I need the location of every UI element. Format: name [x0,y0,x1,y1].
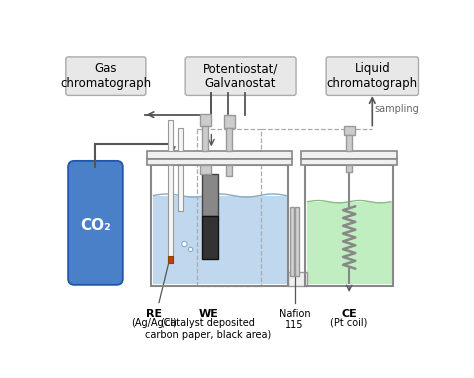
Text: RE: RE [146,309,163,319]
Text: CO₂: CO₂ [80,218,111,232]
Polygon shape [288,272,307,286]
Polygon shape [168,256,173,263]
Polygon shape [168,120,173,151]
Polygon shape [344,126,355,135]
Circle shape [182,241,187,247]
Text: Gas
chromatograph: Gas chromatograph [60,62,151,90]
Text: WE: WE [198,309,218,319]
Text: sampling: sampling [374,104,419,114]
Polygon shape [147,158,292,165]
Circle shape [188,247,193,252]
Polygon shape [301,151,397,158]
Polygon shape [178,128,183,151]
FancyBboxPatch shape [68,161,123,285]
FancyBboxPatch shape [326,57,419,95]
Polygon shape [290,207,294,276]
Polygon shape [346,165,352,172]
Polygon shape [295,207,299,276]
Polygon shape [301,158,397,165]
Polygon shape [200,165,210,174]
Polygon shape [226,165,232,176]
FancyBboxPatch shape [66,57,146,95]
Polygon shape [168,165,173,263]
Text: (catalyst deposited
carbon paper, black area): (catalyst deposited carbon paper, black … [145,318,272,339]
Polygon shape [147,151,292,158]
Polygon shape [226,128,232,151]
Text: Liquid
chromatograph: Liquid chromatograph [327,62,418,90]
Polygon shape [153,195,287,284]
Polygon shape [200,114,210,126]
Text: CE: CE [341,309,357,319]
Polygon shape [202,216,218,259]
Text: Nafion
115: Nafion 115 [279,309,310,330]
Polygon shape [225,115,235,128]
Polygon shape [307,202,392,284]
Polygon shape [202,126,208,151]
Text: Potentiostat/
Galvanostat: Potentiostat/ Galvanostat [203,62,278,90]
Text: (Ag/AgCl): (Ag/AgCl) [131,318,177,328]
Polygon shape [346,135,352,151]
Polygon shape [202,174,218,216]
FancyBboxPatch shape [185,57,296,95]
Text: (Pt coil): (Pt coil) [330,318,368,328]
Polygon shape [178,165,183,211]
